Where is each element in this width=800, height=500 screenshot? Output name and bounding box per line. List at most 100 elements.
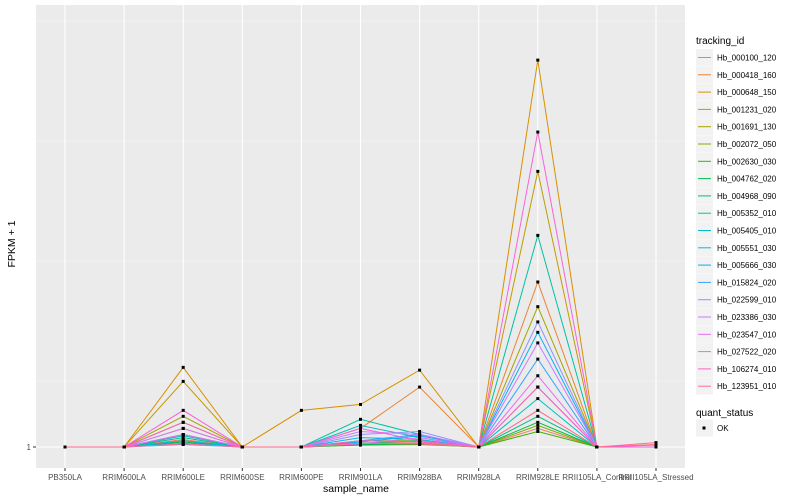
data-points: [63, 58, 658, 449]
legend-item: Hb_005405_010: [696, 222, 777, 239]
data-point: [418, 440, 422, 444]
legend-item: Hb_005551_030: [696, 239, 777, 257]
data-point: [536, 233, 540, 237]
legend-item: Hb_001231_020: [696, 100, 777, 118]
data-point: [181, 436, 185, 440]
legend-label: Hb_022599_010: [717, 296, 777, 305]
legend-label: Hb_001691_130: [717, 123, 777, 132]
x-tick-label: RRIM600LA: [102, 473, 146, 482]
legend-item: Hb_027522_020: [696, 343, 777, 361]
legend-label: Hb_023386_030: [717, 313, 777, 322]
data-point: [299, 445, 303, 449]
legend-label: Hb_000100_120: [717, 54, 777, 63]
legend-title: tracking_id: [696, 36, 744, 47]
legend-item: Hb_000648_150: [696, 83, 777, 101]
data-point: [536, 426, 540, 430]
legend-label: Hb_005551_030: [717, 244, 777, 253]
legend-item: Hb_004968_090: [696, 187, 777, 205]
legend-item: Hb_015824_020: [696, 273, 777, 291]
x-tick-label: RRIM928LA: [457, 473, 501, 482]
data-point: [536, 330, 540, 334]
data-point: [181, 379, 185, 383]
data-point: [181, 420, 185, 424]
legend-label: Hb_106274_010: [717, 365, 777, 374]
x-tick-label: PB350LA: [48, 473, 82, 482]
data-point: [536, 341, 540, 345]
legend-label: Hb_005352_010: [717, 209, 777, 218]
data-point: [536, 385, 540, 389]
x-axis: PB350LA RRIM600LA RRIM600LE RRIM600SE RRIM60…: [48, 468, 694, 482]
legend-item: Hb_022599_010: [696, 291, 777, 309]
legend: Hb_000100_120 Hb_000418_160 Hb_000648_150 H…: [696, 49, 777, 395]
data-point: [536, 420, 540, 424]
legend-label: Hb_123951_010: [717, 382, 777, 391]
legend-item: Hb_005352_010: [696, 204, 777, 222]
data-point: [654, 443, 658, 447]
data-point: [536, 280, 540, 284]
shape-legend-label: OK: [717, 424, 729, 433]
data-point: [536, 58, 540, 62]
data-point: [359, 436, 362, 440]
data-point: [536, 397, 540, 401]
data-point: [654, 445, 658, 449]
x-tick-label: RRIM600SE: [220, 473, 264, 482]
data-point: [181, 433, 185, 437]
data-point: [181, 442, 185, 446]
data-point: [359, 426, 362, 430]
legend-item: Hb_106274_010: [696, 360, 777, 378]
legend-label: Hb_004762_020: [717, 175, 777, 184]
data-point: [359, 441, 362, 445]
data-point: [418, 429, 422, 433]
legend-label: Hb_000418_160: [717, 71, 777, 80]
data-point: [536, 357, 540, 361]
data-point: [359, 439, 362, 443]
data-point: [181, 439, 185, 443]
x-tick-label: RRIM928BA: [397, 473, 442, 482]
data-point: [359, 402, 362, 406]
y-axis-title: FPKM + 1: [6, 220, 18, 267]
legend-label: Hb_005666_030: [717, 261, 777, 270]
shape-legend-marker: [702, 426, 706, 430]
grid-lines: [36, 5, 685, 468]
y-tick-label: 1: [27, 443, 32, 452]
data-point: [418, 433, 422, 437]
legend-label: Hb_027522_020: [717, 348, 777, 357]
legend-item: Hb_001691_130: [696, 118, 777, 136]
legend-label: Hb_005405_010: [717, 227, 777, 236]
data-point: [654, 441, 658, 445]
legend-label: Hb_002630_030: [717, 157, 777, 166]
data-point: [240, 445, 244, 449]
data-point: [181, 365, 185, 369]
data-point: [63, 445, 67, 449]
data-point: [536, 429, 540, 433]
data-point: [536, 130, 540, 134]
data-point: [536, 169, 540, 173]
x-tick-label: RRIM928LE: [516, 473, 560, 482]
data-point: [122, 445, 126, 449]
legend-item: Hb_023547_010: [696, 325, 777, 343]
data-point: [418, 442, 422, 446]
y-axis: 1: [27, 443, 36, 452]
data-point: [418, 436, 422, 440]
legend-item: Hb_004762_020: [696, 170, 777, 188]
data-point: [536, 320, 540, 324]
legend-label: Hb_001231_020: [717, 105, 777, 114]
legend-item: Hb_002630_030: [696, 152, 777, 170]
data-point: [595, 445, 599, 449]
legend-item: Hb_000418_160: [696, 66, 777, 84]
legend-shape-title: quant_status: [696, 408, 753, 419]
x-tick-label: RRII105LA_Control: [562, 473, 632, 482]
data-point: [181, 414, 185, 418]
x-tick-label: RRIM901LA: [339, 473, 383, 482]
x-axis-title: sample_name: [323, 483, 389, 495]
x-tick-label: RRIM600LE: [161, 473, 205, 482]
legend-item: Hb_023386_030: [696, 308, 777, 326]
data-point: [359, 433, 362, 437]
data-point: [418, 368, 422, 372]
data-point: [299, 408, 303, 412]
legend-label: Hb_023547_010: [717, 330, 777, 339]
data-point: [181, 408, 185, 412]
shape-legend: OK: [696, 419, 729, 437]
x-tick-label: RRII105LA_Stressed: [618, 473, 693, 482]
legend-label: Hb_000648_150: [717, 88, 777, 97]
